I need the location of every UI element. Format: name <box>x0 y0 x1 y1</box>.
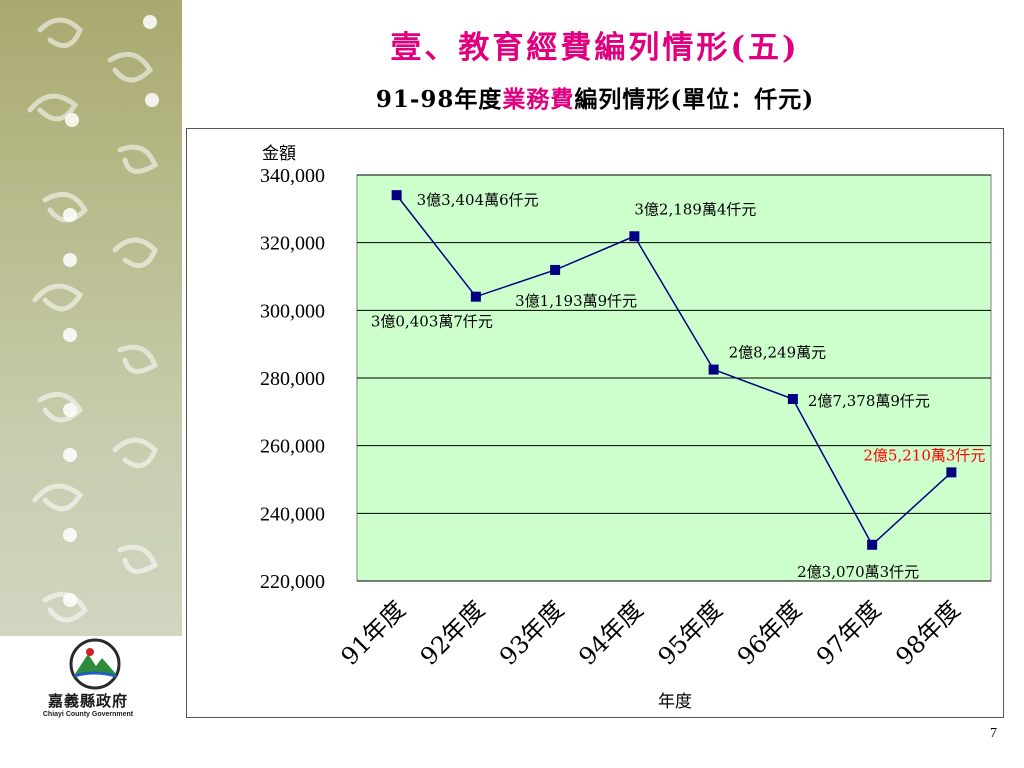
slide-subtitle: 91-98年度業務費編列情形(單位：仟元) <box>200 80 990 114</box>
data-point-marker <box>787 394 798 405</box>
mountain-logo-icon <box>69 638 121 690</box>
x-tick-label: 96年度 <box>732 595 807 670</box>
logo-name: 嘉義縣政府 <box>47 692 128 710</box>
y-axis-title: 金額 <box>262 144 296 164</box>
series-line <box>396 194 952 546</box>
x-tick-label: 92年度 <box>415 595 490 670</box>
x-tick-label: 97年度 <box>811 595 886 670</box>
data-point-marker <box>391 190 402 201</box>
page-number: 7 <box>990 726 997 741</box>
data-point-marker <box>708 364 719 375</box>
x-axis-title: 年度 <box>658 692 692 712</box>
decorative-sidebar <box>0 0 182 636</box>
data-point-marker <box>946 467 957 478</box>
data-label: 3億1,193萬9仟元 <box>515 292 637 310</box>
data-point-marker <box>629 231 640 242</box>
x-tick-label: 91年度 <box>336 595 411 670</box>
slide-title: 壹、教育經費編列情形(五) <box>390 30 800 66</box>
data-label: 2億8,249萬元 <box>729 344 827 362</box>
x-tick-label: 95年度 <box>653 595 728 670</box>
county-logo <box>20 636 180 736</box>
y-tick-label: 280,000 <box>260 368 325 390</box>
y-tick-label: 240,000 <box>260 503 325 525</box>
data-point-marker <box>550 264 561 275</box>
data-label: 2億7,378萬9仟元 <box>808 392 930 410</box>
data-label: 3億0,403萬7仟元 <box>371 313 493 331</box>
x-tick-label: 94年度 <box>573 595 648 670</box>
data-label: 2億3,070萬3仟元 <box>797 563 919 581</box>
data-label: 2億5,210萬3仟元 <box>863 446 985 464</box>
subtitle-prefix: 91-98年度 <box>375 86 503 113</box>
data-label: 3億2,189萬4仟元 <box>634 200 756 218</box>
subtitle-highlight: 業務費 <box>502 86 575 113</box>
swirl-pattern-decoration <box>27 15 159 623</box>
y-tick-label: 340,000 <box>260 165 325 187</box>
y-tick-label: 300,000 <box>260 300 325 322</box>
data-point-marker <box>867 539 878 550</box>
chart-frame: 220,000 240,000 260,000 280,000 300,000 320,0… <box>186 128 1004 718</box>
data-point-marker <box>470 291 481 302</box>
line-chart: 220,000 240,000 260,000 280,000 300,000 320,0… <box>260 144 992 712</box>
logo-english-name: Chiayi County Government <box>42 711 134 718</box>
y-tick-label: 260,000 <box>260 436 325 458</box>
x-tick-label: 98年度 <box>890 595 965 670</box>
data-label: 3億3,404萬6仟元 <box>417 191 539 209</box>
y-tick-label: 320,000 <box>260 233 325 255</box>
subtitle-suffix: 編列情形(單位：仟元) <box>574 86 815 113</box>
y-tick-label: 220,000 <box>260 571 325 593</box>
x-tick-label: 93年度 <box>494 595 569 670</box>
